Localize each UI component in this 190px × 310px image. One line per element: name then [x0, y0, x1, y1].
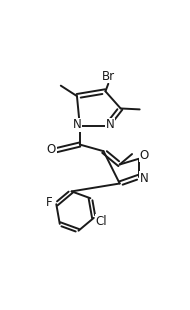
- Text: N: N: [106, 118, 115, 131]
- Text: Br: Br: [102, 70, 115, 83]
- Text: Cl: Cl: [96, 215, 107, 228]
- Text: O: O: [139, 149, 149, 162]
- Text: N: N: [72, 118, 81, 131]
- Text: F: F: [45, 196, 52, 209]
- Text: O: O: [47, 143, 56, 156]
- Text: N: N: [140, 172, 148, 185]
